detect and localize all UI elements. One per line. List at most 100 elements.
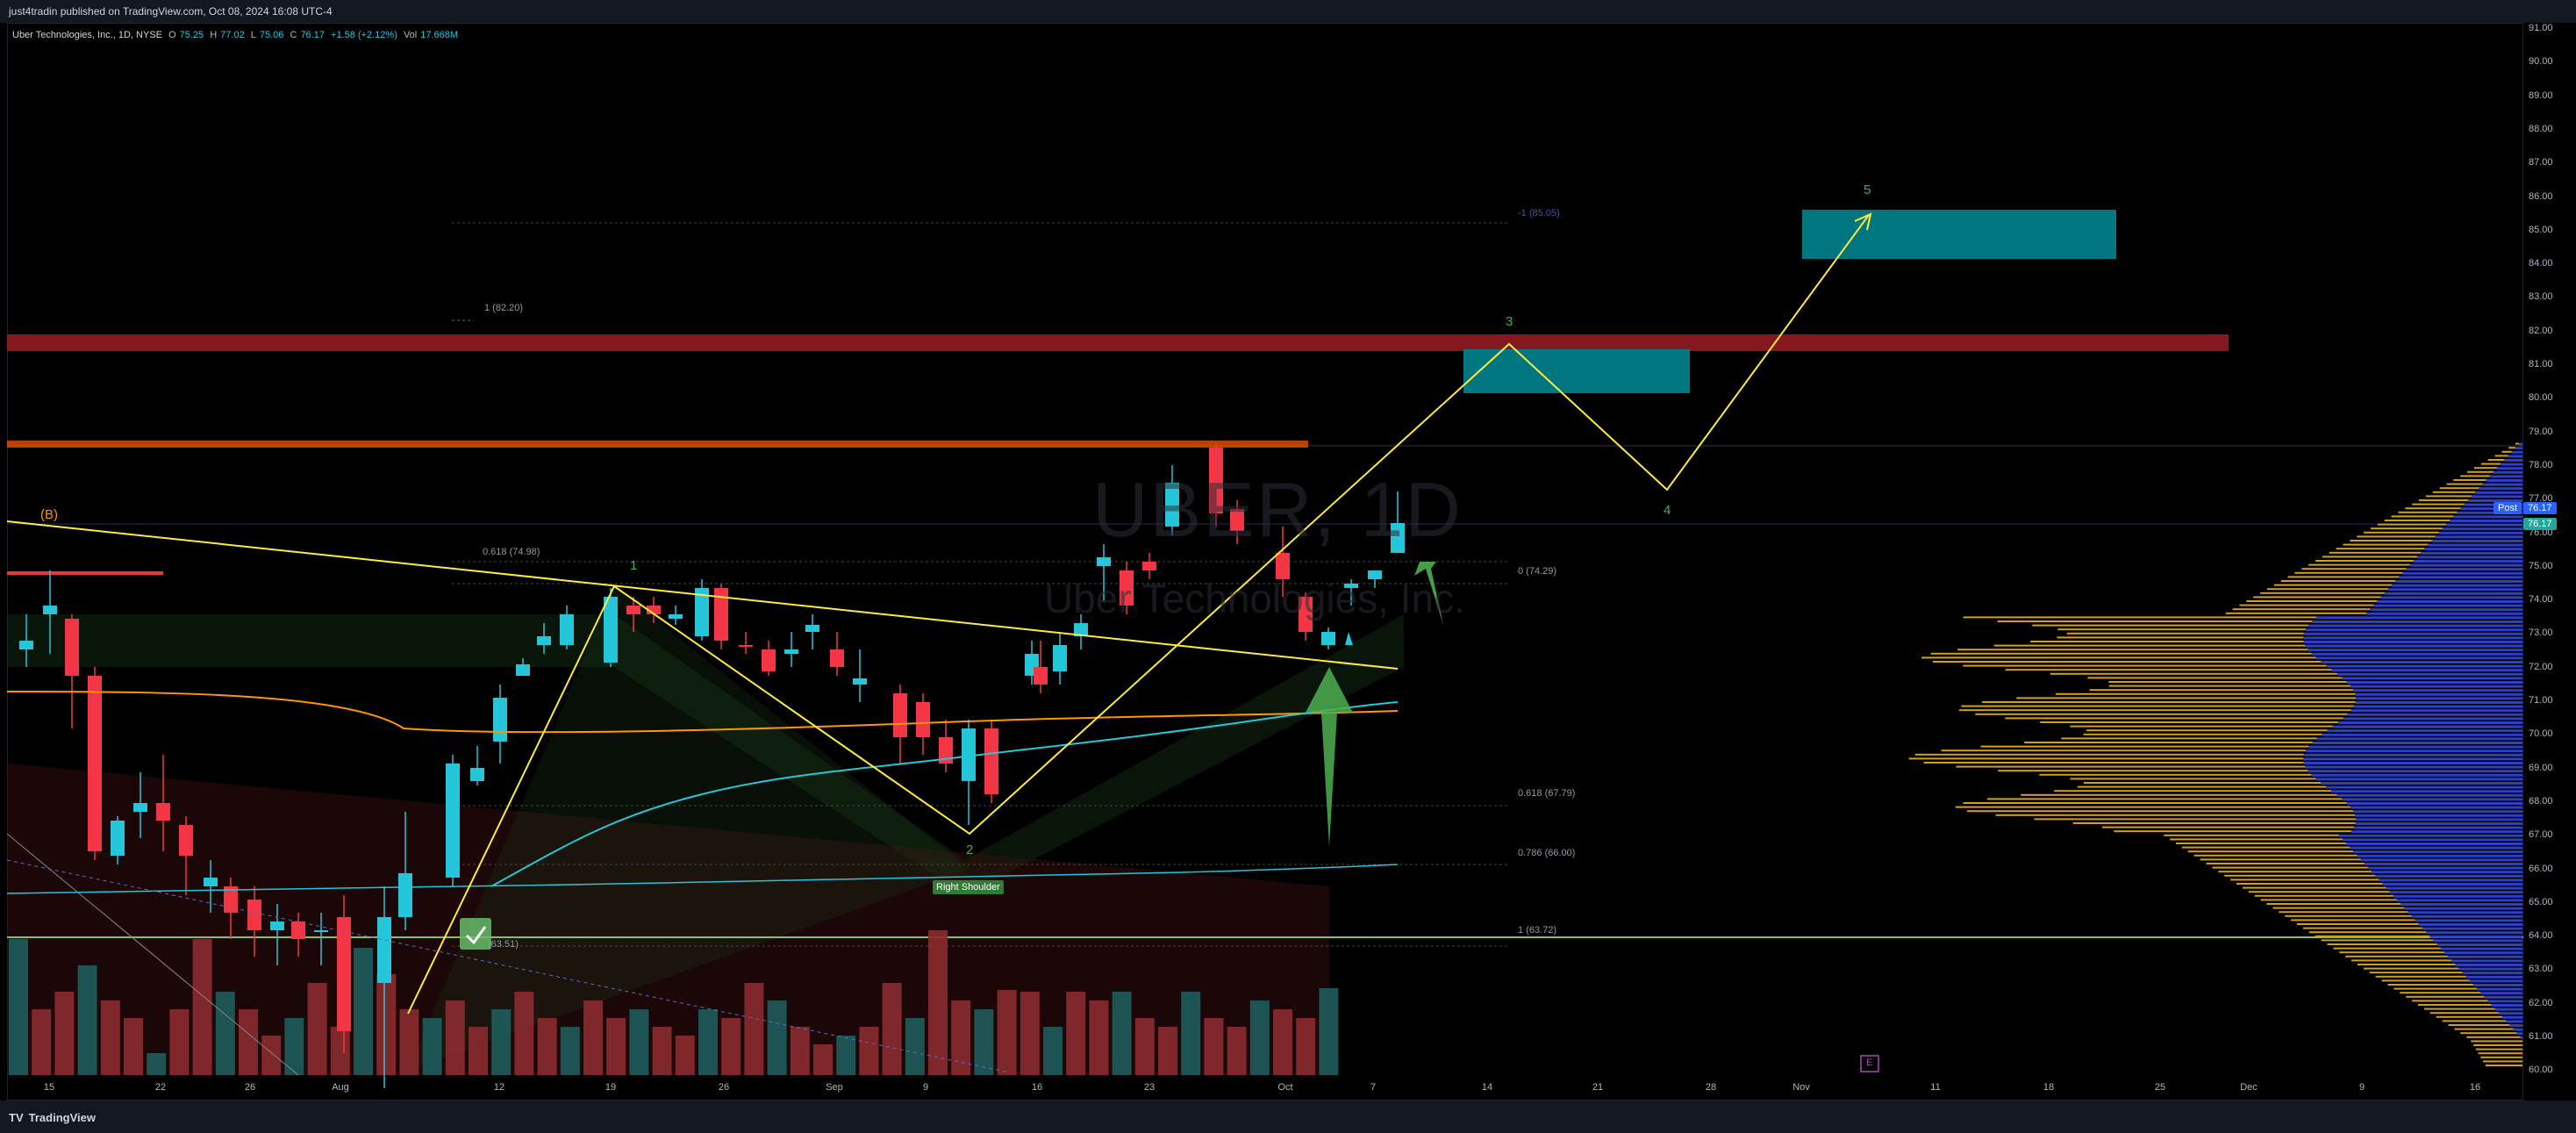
volume-bar [767,1000,787,1075]
time-tick: Aug [332,1082,349,1093]
profile-bar-blue [2506,1020,2522,1023]
volume-bar [537,1018,557,1075]
publisher-info: just4tradin published on TradingView.com… [9,5,333,18]
profile-bar-gold [2114,830,2351,833]
profile-bar-gold [2398,511,2458,513]
profile-bar-blue [2350,685,2522,688]
profile-bar-gold [2070,725,2333,728]
profile-bar-blue [2518,442,2522,446]
price-axis[interactable] [2523,23,2576,1101]
profile-bar-blue [2370,608,2522,612]
profile-bar-blue [2515,447,2522,450]
time-tick: 16 [1031,1082,1043,1093]
earnings-marker-label[interactable]: E [1866,1058,1873,1068]
profile-bar-blue [2315,778,2522,781]
profile-bar-gold [2363,967,2459,970]
time-tick: Sep [826,1082,843,1093]
profile-bar-gold [2181,846,2351,849]
profile-bar-gold [1908,757,2304,760]
green-up-arrow [1306,667,1353,847]
legend-volume: 17.668M [420,30,459,40]
profile-bar-blue [2303,762,2522,764]
profile-bar-blue [2429,935,2522,938]
candle-body [204,878,218,886]
profile-bar-gold [2086,729,2328,732]
tradingview-brand[interactable]: TV TradingView [9,1111,96,1124]
profile-bar-gold [2425,495,2472,498]
time-axis[interactable] [7,1078,2523,1101]
candle-body [1034,667,1048,685]
profile-bar-gold [2301,568,2407,570]
profile-bar-gold [2478,1052,2522,1055]
right-shoulder-label: Right Shoulder [933,880,1004,894]
profile-bar-blue [2494,1008,2522,1011]
profile-bar-blue [2351,709,2522,713]
price-tick: 89.00 [2529,90,2553,101]
volume-bar [354,948,373,1075]
time-tick: 26 [718,1082,730,1093]
candle-body [626,606,640,614]
volume-bar [1181,992,1201,1075]
profile-bar-gold [2471,1040,2522,1043]
candle-body [470,768,484,781]
profile-bar-gold [2297,923,2419,925]
volume-bar [32,1009,52,1075]
profile-bar-gold [1963,664,2327,667]
profile-bar-gold [2285,914,2412,917]
profile-bar-gold [2246,600,2378,602]
candle-body [984,728,998,794]
profile-bar-blue [2447,955,2522,958]
profile-bar-gold [2287,576,2400,578]
profile-bar-blue [2380,596,2522,599]
profile-bar-gold [2005,717,2343,720]
candle-body [893,693,907,737]
price-tick: 63.00 [2529,964,2553,975]
target-box-wave3 [1463,349,1690,393]
profile-bar-blue [2516,1032,2522,1036]
profile-bar-gold [2357,535,2436,538]
volume-bar [422,1018,442,1075]
profile-bar-blue [2498,1012,2522,1015]
profile-bar-gold [2066,632,2304,635]
candle-body [224,886,238,913]
profile-bar-blue [2442,527,2522,531]
fib-label-0618-left: 0.618 (74.98) [483,547,540,557]
profile-bar-blue [2422,927,2522,930]
profile-bar-gold [2072,822,2356,824]
profile-bar-gold [1923,762,2304,764]
profile-bar-blue [2462,972,2522,975]
profile-bar-blue [2346,802,2522,805]
profile-bar-blue [2382,883,2522,886]
volume-bar [215,992,235,1075]
time-tick: 21 [1592,1082,1604,1093]
candle-body [1053,645,1067,671]
profile-bar-blue [2396,899,2522,902]
candle-body [179,825,193,856]
legend-volume-key: Vol [403,30,418,40]
candle-body [133,803,147,812]
bottom-bar [0,1101,2576,1133]
candle-body [337,917,351,1031]
fib-label-low-left: (63.51) [488,939,519,950]
candle-body [784,649,798,654]
profile-bar-blue [2353,705,2522,708]
profile-bar-blue [2308,745,2522,749]
watermark-ticker: UBER, 1D [1092,466,1463,553]
profile-bar-gold [2400,992,2481,994]
profile-bar-blue [2337,721,2522,724]
profile-bar-gold [2212,866,2368,869]
volume-bar [491,1009,512,1075]
head-shoulders-zone [7,614,1404,895]
volume-bar [54,992,75,1075]
volume-bar [790,1027,810,1075]
profile-bar-gold [2419,499,2468,501]
volume-bar [1134,1018,1155,1075]
profile-bar-blue [2355,818,2522,821]
fib-label-1: 1 (63.72) [1518,925,1557,936]
profile-bar-blue [2373,604,2522,607]
price-tick: 72.00 [2529,661,2553,672]
volume-bar [1112,992,1132,1075]
volume-bar [560,1027,580,1075]
candle-body [537,636,551,645]
